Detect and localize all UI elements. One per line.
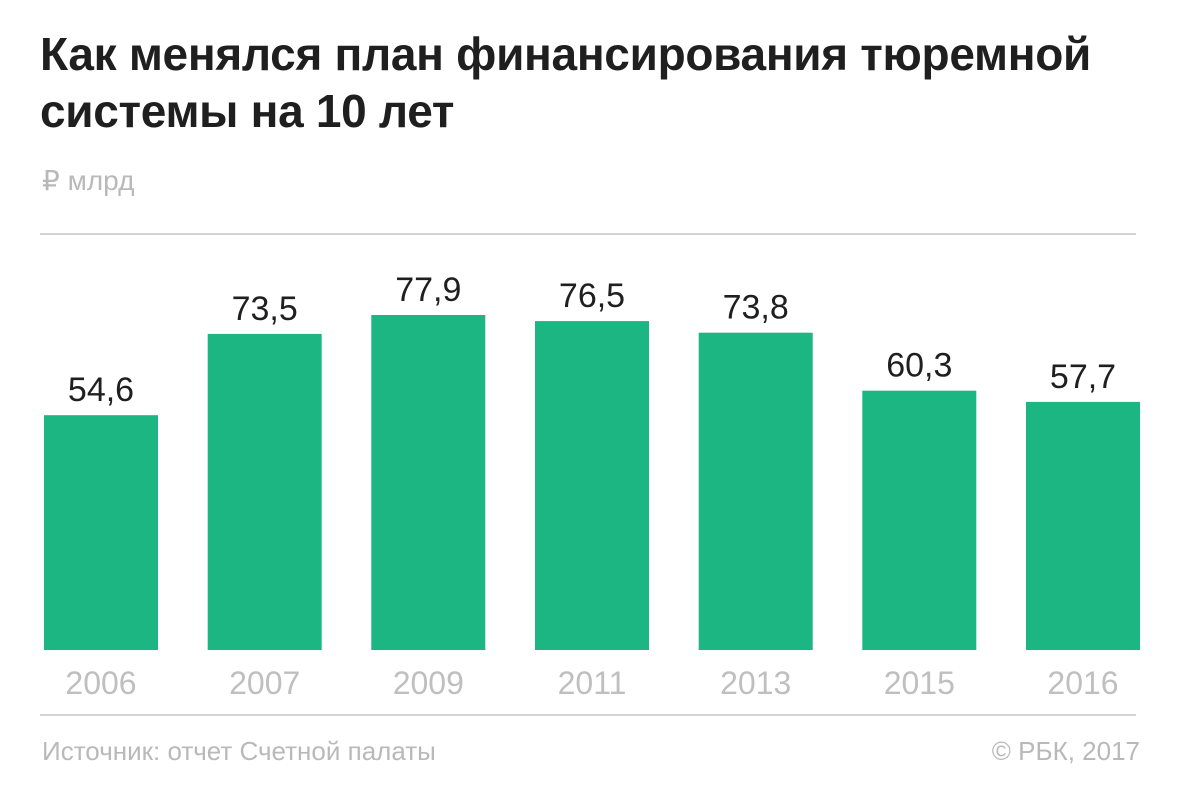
- copyright-note: © РБК, 2017: [991, 736, 1140, 766]
- bottom-divider: [40, 714, 1136, 716]
- source-note: Источник: отчет Счетной палаты: [42, 736, 436, 766]
- value-label-2011: 76,5: [559, 277, 625, 315]
- x-tick-2013: 2013: [720, 665, 791, 701]
- bars-group: [44, 315, 1140, 650]
- bar-2015: [862, 390, 977, 650]
- x-tick-2016: 2016: [1047, 665, 1118, 701]
- value-label-2009: 77,9: [395, 271, 461, 309]
- value-label-2016: 57,7: [1050, 358, 1116, 396]
- bar-2016: [1026, 401, 1140, 650]
- bar-2013: [698, 332, 813, 650]
- value-label-2007: 73,5: [232, 290, 298, 328]
- top-divider: [40, 233, 1136, 235]
- chart-title: Как менялся план финансирования тюремной…: [40, 28, 1091, 137]
- value-label-2013: 73,8: [723, 289, 789, 327]
- x-tick-2006: 2006: [65, 665, 136, 701]
- x-tick-2011: 2011: [558, 665, 627, 701]
- bar-2009: [371, 315, 486, 650]
- x-tick-2009: 2009: [393, 665, 464, 701]
- bar-2011: [535, 321, 649, 650]
- x-tick-labels-group: 2006 2007 2009 2011 2013 2015 2016: [65, 665, 1118, 701]
- value-label-2015: 60,3: [886, 347, 952, 385]
- bar-2006: [44, 415, 158, 650]
- unit-label: ₽ млрд: [42, 165, 135, 196]
- bar-2007: [207, 333, 322, 650]
- value-labels-group: 54,6 73,5 77,9 76,5 73,8 60,3 57,7: [68, 271, 1116, 409]
- x-tick-2007: 2007: [229, 665, 300, 701]
- value-label-2006: 54,6: [68, 371, 134, 409]
- x-tick-2015: 2015: [884, 665, 955, 701]
